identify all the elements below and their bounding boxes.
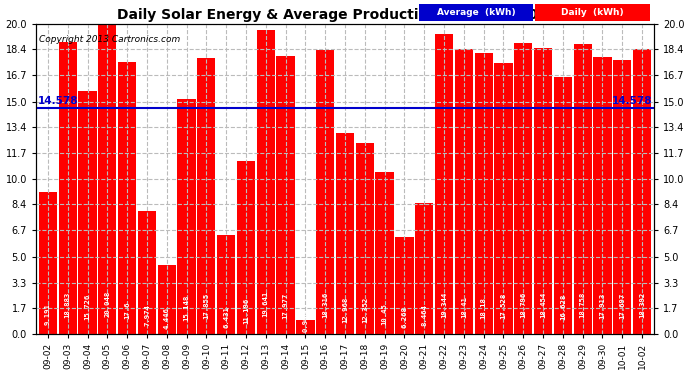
Bar <box>39 192 57 334</box>
Text: 4.446: 4.446 <box>164 307 170 329</box>
Bar <box>237 161 255 334</box>
Bar <box>118 62 137 334</box>
Text: 12.968: 12.968 <box>342 296 348 322</box>
Text: 14.578: 14.578 <box>38 96 79 106</box>
Bar <box>79 90 97 334</box>
Bar <box>217 234 235 334</box>
Bar <box>257 30 275 334</box>
Bar <box>573 44 592 334</box>
Text: 20.048: 20.048 <box>104 291 110 317</box>
Text: 17.528: 17.528 <box>500 293 506 319</box>
Bar <box>395 237 413 334</box>
Text: 17.913: 17.913 <box>600 292 605 319</box>
Text: 6.431: 6.431 <box>223 306 229 328</box>
Bar <box>514 43 532 334</box>
Title: Daily Solar Energy & Average Production Thu Oct 3  07:05: Daily Solar Energy & Average Production … <box>117 8 573 22</box>
Bar <box>98 24 117 334</box>
Bar <box>534 48 552 334</box>
Bar <box>197 57 215 334</box>
Text: 18.758: 18.758 <box>580 292 586 318</box>
Text: 12.352: 12.352 <box>362 297 368 323</box>
Bar <box>277 56 295 334</box>
Bar <box>158 265 176 334</box>
Bar <box>355 143 374 334</box>
Text: 19.641: 19.641 <box>263 291 269 317</box>
Text: 16.628: 16.628 <box>560 294 566 320</box>
Text: 15.726: 15.726 <box>85 294 90 320</box>
Bar <box>553 76 572 334</box>
Text: Average  (kWh): Average (kWh) <box>437 8 515 17</box>
Text: 7.974: 7.974 <box>144 304 150 327</box>
Text: Copyright 2013 Cartronics.com: Copyright 2013 Cartronics.com <box>39 35 180 44</box>
Text: 19.344: 19.344 <box>441 291 447 318</box>
Text: 15.148: 15.148 <box>184 295 190 321</box>
Text: 14.578: 14.578 <box>611 96 652 106</box>
Bar <box>59 42 77 334</box>
Text: 17.697: 17.697 <box>619 292 625 319</box>
Text: 10.45: 10.45 <box>382 303 388 324</box>
FancyBboxPatch shape <box>419 4 533 21</box>
Bar <box>415 203 433 334</box>
Bar <box>316 50 335 334</box>
Text: 17.855: 17.855 <box>204 292 209 319</box>
FancyBboxPatch shape <box>535 4 649 21</box>
Bar <box>633 49 651 334</box>
Text: 18.18: 18.18 <box>481 297 486 318</box>
Bar <box>435 34 453 334</box>
Bar <box>177 99 196 334</box>
Text: 18.883: 18.883 <box>65 292 71 318</box>
Text: 0.906: 0.906 <box>302 310 308 332</box>
Bar <box>494 63 513 334</box>
Text: 17.6: 17.6 <box>124 302 130 319</box>
Text: 9.191: 9.191 <box>45 304 51 326</box>
Bar <box>455 49 473 334</box>
Bar <box>375 172 394 334</box>
Text: 17.977: 17.977 <box>283 292 288 319</box>
Bar <box>296 320 315 334</box>
Text: 18.392: 18.392 <box>639 292 645 318</box>
Text: 18.316: 18.316 <box>322 292 328 318</box>
Bar <box>138 211 156 334</box>
Text: 8.464: 8.464 <box>421 304 427 326</box>
Text: 18.41: 18.41 <box>461 297 467 318</box>
Text: 11.196: 11.196 <box>243 298 249 324</box>
Text: 18.454: 18.454 <box>540 292 546 318</box>
Text: 6.268: 6.268 <box>402 306 407 328</box>
Text: Daily  (kWh): Daily (kWh) <box>561 8 624 17</box>
Bar <box>336 133 354 334</box>
Bar <box>475 53 493 334</box>
Bar <box>613 60 631 334</box>
Bar <box>593 57 611 334</box>
Text: 18.796: 18.796 <box>520 292 526 318</box>
